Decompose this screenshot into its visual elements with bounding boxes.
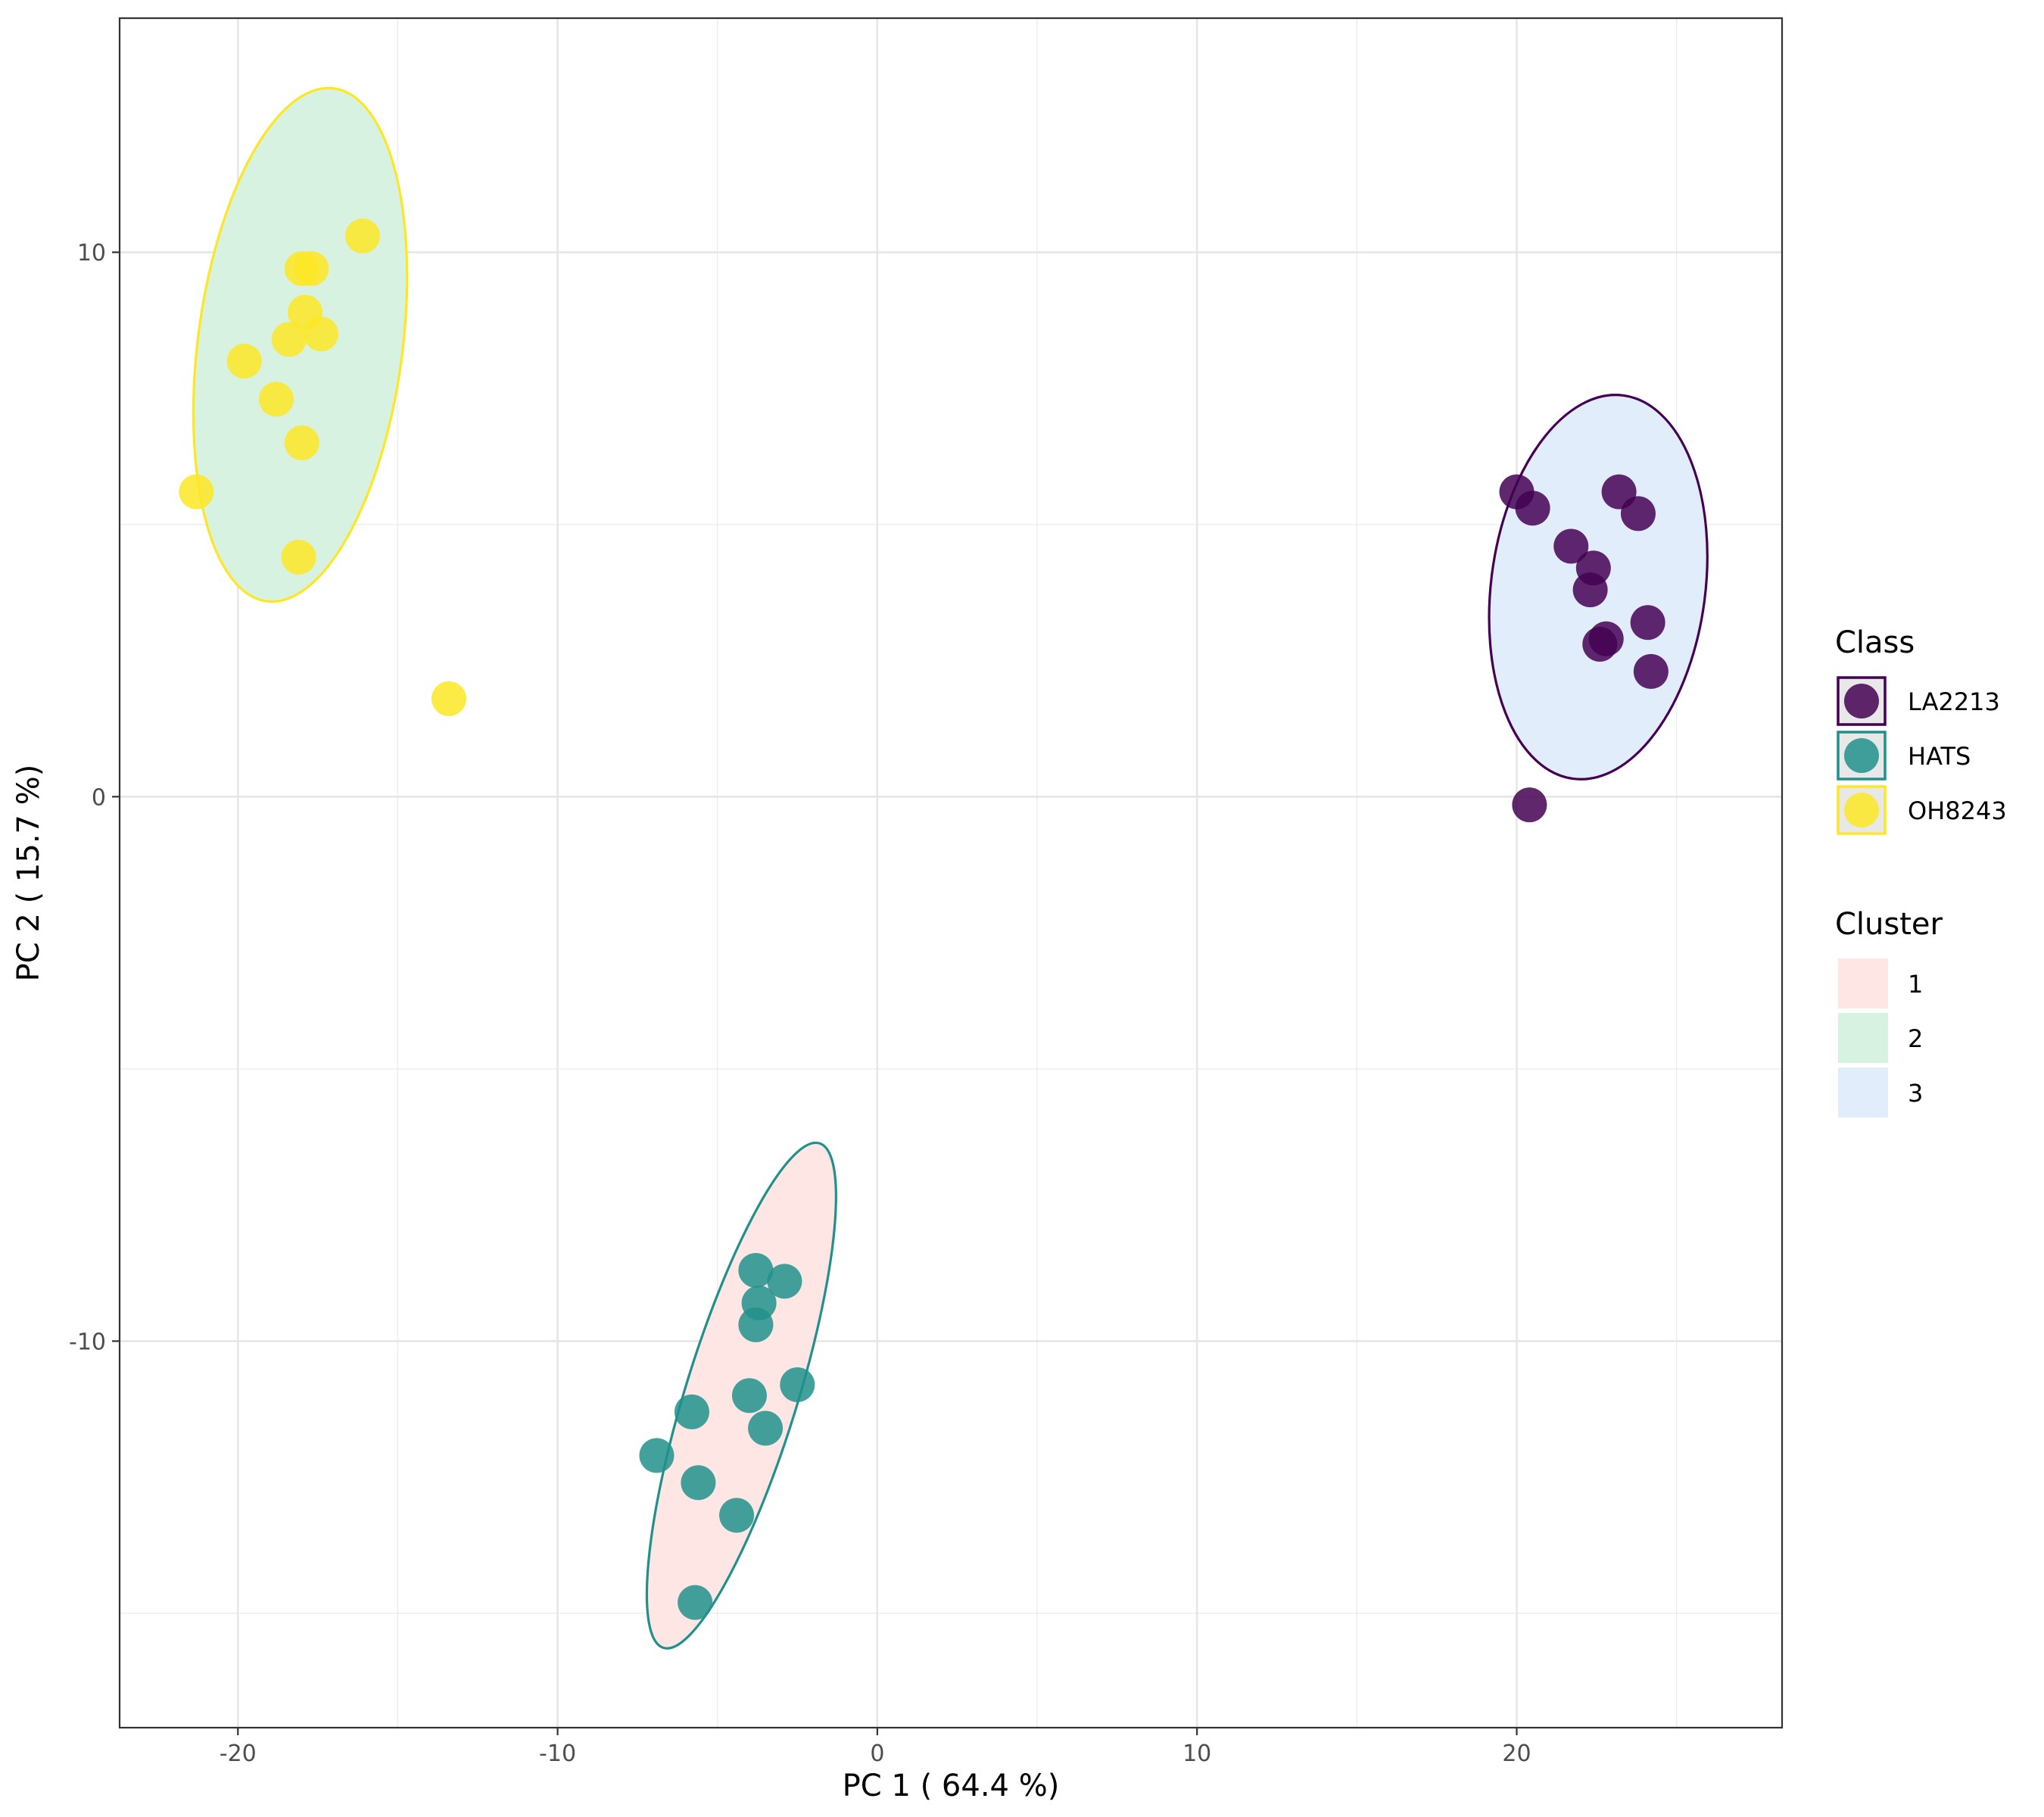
point-hats [748, 1410, 784, 1446]
point-la2213 [1630, 605, 1665, 640]
y-tick-label: -10 [69, 1329, 106, 1355]
point-hats [639, 1438, 675, 1473]
class-legend-label: OH8243 [1908, 796, 2007, 825]
class-legend-point-oh8243 [1844, 793, 1879, 827]
point-oh8243 [281, 539, 316, 575]
class-legend-label: HATS [1908, 742, 1971, 771]
cluster-legend-key-3 [1838, 1067, 1888, 1117]
x-axis: -20 -10 0 10 20 [220, 1728, 1531, 1767]
point-oh8243 [304, 316, 339, 352]
y-axis: -10 0 10 [69, 240, 120, 1355]
point-la2213 [1572, 572, 1608, 608]
point-hats [738, 1252, 774, 1288]
cluster-legend-key-2 [1838, 1013, 1888, 1063]
point-oh8243 [344, 218, 380, 254]
x-tick-label: -20 [220, 1741, 257, 1767]
point-la2213 [1515, 491, 1550, 526]
x-tick-label: 10 [1182, 1741, 1211, 1767]
point-hats [674, 1394, 709, 1429]
point-oh8243 [294, 251, 329, 286]
y-tick-label: 10 [77, 240, 106, 266]
point-oh8243 [271, 322, 307, 357]
panel-border [118, 17, 1784, 1729]
cluster-legend: Cluster 1 2 3 [1835, 907, 1943, 1117]
y-tick-label: 0 [92, 784, 106, 811]
point-hats [767, 1264, 802, 1299]
cluster-legend-label: 2 [1908, 1024, 1923, 1053]
class-legend-point-hats [1844, 738, 1879, 773]
point-la2213 [1553, 528, 1589, 564]
point-hats [731, 1378, 767, 1413]
point-la2213 [1582, 626, 1618, 662]
point-hats [678, 1585, 713, 1620]
point-hats [780, 1367, 815, 1402]
point-la2213 [1633, 653, 1669, 689]
point-oh8243 [179, 474, 214, 510]
point-hats [738, 1307, 774, 1342]
x-tick-label: 20 [1502, 1741, 1531, 1767]
point-hats [681, 1465, 716, 1501]
cluster-legend-label: 1 [1908, 970, 1923, 999]
class-legend-label: LA2213 [1908, 687, 2000, 716]
x-tick-label: -10 [539, 1741, 576, 1767]
cluster-legend-title: Cluster [1835, 907, 1943, 942]
point-oh8243 [258, 382, 294, 417]
point-la2213 [1620, 496, 1656, 531]
point-la2213 [1512, 787, 1547, 823]
class-legend: Class LA2213 HATS OH8243 [1835, 625, 2007, 835]
x-axis-title: PC 1 ( 64.4 %) [843, 1769, 1060, 1803]
point-oh8243 [431, 681, 466, 716]
cluster-legend-key-1 [1838, 958, 1888, 1008]
point-oh8243 [226, 344, 262, 379]
plot-panel [118, 17, 1784, 1729]
data-points [179, 218, 1669, 1620]
point-oh8243 [284, 425, 319, 460]
y-axis-title: PC 2 ( 15.7 %) [11, 765, 46, 982]
class-legend-title: Class [1835, 625, 1915, 660]
cluster-legend-label: 3 [1908, 1079, 1923, 1108]
point-hats [719, 1498, 755, 1533]
class-legend-point-la2213 [1844, 684, 1879, 718]
x-tick-label: 0 [870, 1741, 884, 1767]
